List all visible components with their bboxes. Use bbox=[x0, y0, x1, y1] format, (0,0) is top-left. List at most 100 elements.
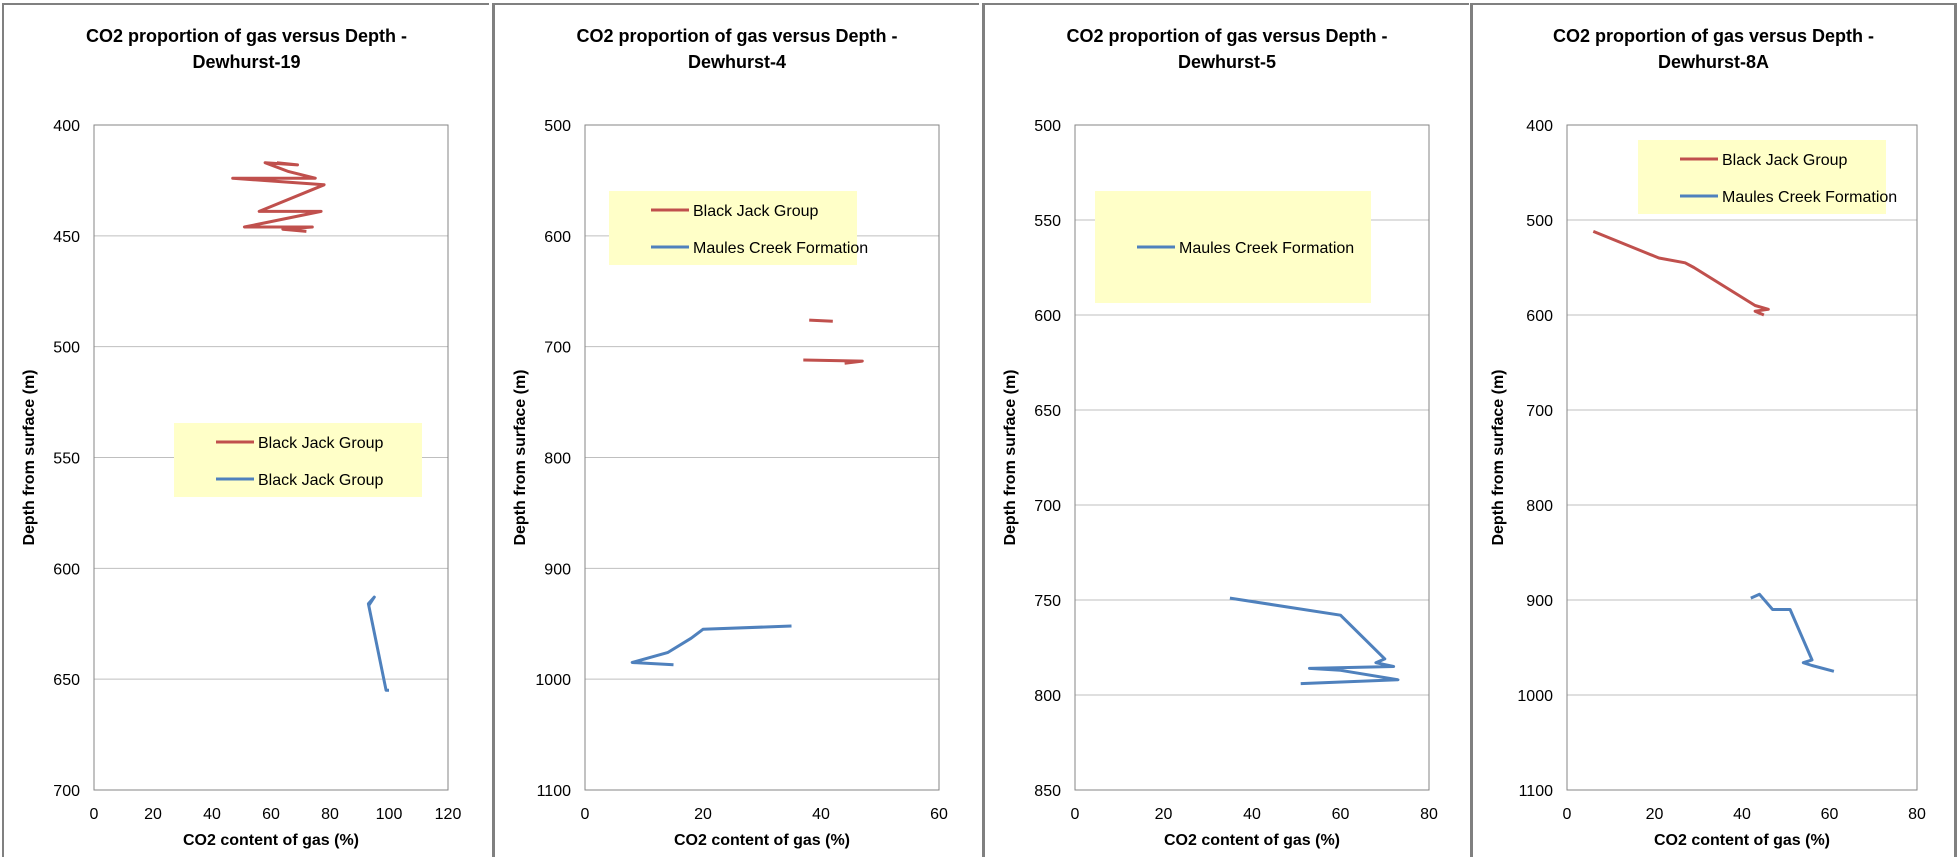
x-tick-label: 60 bbox=[1332, 806, 1350, 823]
chart-plot: 500 600 700 800 900 1000 1100 0 20 40 60 CO2 conten… bbox=[512, 118, 948, 849]
chart-title-line-1: CO2 proportion of gas versus Depth - bbox=[1552, 26, 1875, 46]
chart-title-line-1: CO2 proportion of gas versus Depth - bbox=[85, 26, 408, 46]
y-tick-label: 700 bbox=[1526, 403, 1553, 420]
x-tick-label: 80 bbox=[321, 806, 339, 823]
y-tick-label: 500 bbox=[544, 118, 571, 135]
x-axis-title: CO2 content of gas (%) bbox=[183, 832, 359, 849]
y-tick-label: 600 bbox=[1034, 308, 1061, 325]
y-tick-label: 550 bbox=[1034, 213, 1061, 230]
x-tick-label: 40 bbox=[203, 806, 221, 823]
series-line bbox=[231, 161, 326, 233]
y-tick-label: 800 bbox=[1526, 498, 1553, 515]
chart-title: CO2 proportion of gas versus Depth - Dew… bbox=[4, 23, 489, 75]
y-tick-label: 800 bbox=[1034, 688, 1061, 705]
y-tick-label: 400 bbox=[53, 118, 80, 135]
y-tick-label: 900 bbox=[544, 561, 571, 578]
y-tick-label: 600 bbox=[1526, 308, 1553, 325]
y-tick-label: 700 bbox=[1034, 498, 1061, 515]
legend-label: Maules Creek Formation bbox=[693, 240, 868, 257]
plot-area-frame bbox=[1074, 124, 1430, 791]
y-tick-label: 600 bbox=[53, 561, 80, 578]
x-axis-title: CO2 content of gas (%) bbox=[674, 832, 850, 849]
series-line bbox=[803, 358, 864, 365]
plot-area-frame bbox=[93, 124, 449, 791]
y-tick-label: 500 bbox=[1526, 213, 1553, 230]
x-tick-label: 120 bbox=[435, 806, 462, 823]
y-tick-label: 1000 bbox=[1517, 688, 1553, 705]
legend-label: Maules Creek Formation bbox=[1179, 240, 1354, 257]
y-tick-label: 450 bbox=[53, 229, 80, 246]
x-tick-label: 40 bbox=[1243, 806, 1261, 823]
chart-title-line-2: Dewhurst-19 bbox=[192, 52, 301, 72]
legend-label: Maules Creek Formation bbox=[1722, 189, 1897, 206]
y-tick-label: 700 bbox=[53, 783, 80, 800]
x-axis-title: CO2 content of gas (%) bbox=[1164, 832, 1340, 849]
y-tick-label: 500 bbox=[1034, 118, 1061, 135]
x-tick-label: 40 bbox=[812, 806, 830, 823]
legend-box bbox=[609, 191, 857, 265]
x-tick-label: 40 bbox=[1733, 806, 1751, 823]
y-tick-label: 500 bbox=[53, 340, 80, 357]
chart-title-line-1: CO2 proportion of gas versus Depth - bbox=[1066, 26, 1388, 46]
series-line bbox=[366, 595, 389, 692]
y-tick-label: 600 bbox=[544, 229, 571, 246]
chart-title-line-1: CO2 proportion of gas versus Depth - bbox=[576, 26, 898, 46]
x-tick-label: 20 bbox=[694, 806, 712, 823]
y-tick-label: 850 bbox=[1034, 783, 1061, 800]
y-tick-label: 1000 bbox=[535, 672, 571, 689]
y-tick-label: 650 bbox=[1034, 403, 1061, 420]
legend-label: Black Jack Group bbox=[693, 203, 818, 220]
chart-title: CO2 proportion of gas versus Depth - Dew… bbox=[985, 23, 1469, 75]
y-axis-title: Depth from surface (m) bbox=[21, 369, 38, 545]
x-tick-label: 0 bbox=[1071, 806, 1080, 823]
chart-plot: 400 450 500 550 600 650 700 0 20 40 60 80 100 120 CO2 … bbox=[21, 118, 462, 849]
x-tick-label: 60 bbox=[1821, 806, 1839, 823]
legend-box bbox=[1638, 140, 1886, 214]
legend-label: Black Jack Group bbox=[1722, 152, 1847, 169]
chart-panel-dewhurst-5: CO2 proportion of gas versus Depth - Dew… bbox=[982, 3, 1469, 857]
chart-plot: 500 550 600 650 700 750 800 850 0 20 40 60 80 CO2 con… bbox=[1002, 118, 1438, 849]
series-line bbox=[1229, 596, 1400, 686]
plot-area-frame bbox=[584, 124, 940, 791]
y-tick-label: 1100 bbox=[1519, 783, 1554, 800]
x-tick-label: 80 bbox=[1420, 806, 1438, 823]
series-line bbox=[1592, 230, 1770, 317]
x-tick-label: 0 bbox=[90, 806, 99, 823]
x-tick-label: 80 bbox=[1908, 806, 1926, 823]
legend-label: Black Jack Group bbox=[258, 435, 383, 452]
chart-title-line-2: Dewhurst-5 bbox=[1177, 52, 1276, 72]
y-tick-label: 750 bbox=[1034, 593, 1061, 610]
y-axis-title: Depth from surface (m) bbox=[1490, 369, 1507, 545]
y-axis-title: Depth from surface (m) bbox=[512, 369, 529, 545]
x-tick-label: 20 bbox=[1646, 806, 1664, 823]
legend-label: Black Jack Group bbox=[258, 472, 383, 489]
chart-plot: 400 500 600 700 800 900 1000 1100 0 20 40 60 80 CO2 c… bbox=[1490, 118, 1926, 849]
y-tick-label: 1100 bbox=[537, 783, 572, 800]
x-tick-label: 0 bbox=[1563, 806, 1572, 823]
y-axis-title: Depth from surface (m) bbox=[1002, 369, 1019, 545]
series-line bbox=[809, 318, 833, 323]
chart-title-line-2: Dewhurst-4 bbox=[687, 52, 786, 72]
y-tick-label: 650 bbox=[53, 672, 80, 689]
chart-title-line-2: Dewhurst-8A bbox=[1657, 52, 1769, 72]
chart-title: CO2 proportion of gas versus Depth - Dew… bbox=[1473, 23, 1954, 75]
x-axis-title: CO2 content of gas (%) bbox=[1654, 832, 1830, 849]
series-line bbox=[630, 624, 792, 667]
x-tick-label: 20 bbox=[144, 806, 162, 823]
x-tick-label: 100 bbox=[376, 806, 403, 823]
series-line bbox=[1750, 592, 1835, 673]
plot-area-frame bbox=[1566, 124, 1918, 791]
y-tick-label: 550 bbox=[53, 451, 80, 468]
chart-panel-dewhurst-4: CO2 proportion of gas versus Depth - Dew… bbox=[492, 3, 979, 857]
y-tick-label: 400 bbox=[1526, 118, 1553, 135]
chart-panel-dewhurst-19: CO2 proportion of gas versus Depth - Dew… bbox=[2, 3, 489, 857]
x-tick-label: 60 bbox=[930, 806, 948, 823]
y-tick-label: 900 bbox=[1526, 593, 1553, 610]
y-tick-label: 700 bbox=[544, 340, 571, 357]
chart-panel-dewhurst-8a: CO2 proportion of gas versus Depth - Dew… bbox=[1470, 3, 1957, 857]
y-tick-label: 800 bbox=[544, 451, 571, 468]
chart-title: CO2 proportion of gas versus Depth - Dew… bbox=[495, 23, 979, 75]
x-tick-label: 60 bbox=[262, 806, 280, 823]
x-tick-label: 0 bbox=[581, 806, 590, 823]
x-tick-label: 20 bbox=[1155, 806, 1173, 823]
